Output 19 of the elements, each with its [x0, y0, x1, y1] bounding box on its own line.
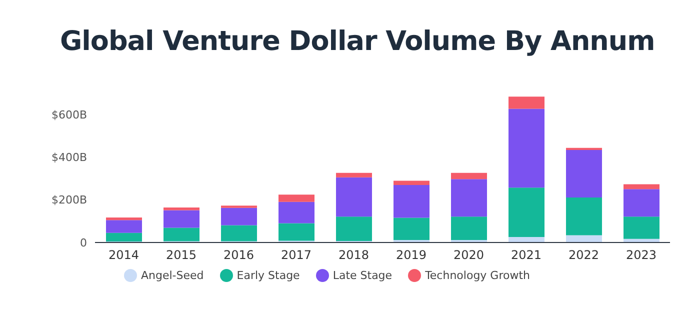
- x-tick-label: 2021: [510, 248, 542, 262]
- legend-label: Late Stage: [332, 268, 392, 282]
- legend-label: Early Stage: [236, 268, 300, 282]
- x-tick-label: 2022: [568, 248, 600, 262]
- x-tick-label: 2016: [223, 248, 254, 262]
- legend-label: Technology Growth: [425, 268, 530, 282]
- x-tick-label: 2023: [626, 248, 657, 262]
- x-tick-label: 2015: [166, 248, 197, 262]
- x-tick-label: 2019: [396, 248, 427, 262]
- x-tick-label: 2014: [108, 248, 140, 262]
- x-tick-label: 2017: [280, 248, 312, 262]
- y-tick-label: $600B: [51, 108, 87, 122]
- y-tick-label: $200B: [51, 194, 87, 207]
- x-tick-label: 2020: [453, 248, 484, 262]
- y-tick-label: 0: [80, 236, 87, 250]
- x-tick-label: 2018: [338, 248, 370, 262]
- legend-label: Angel-Seed: [140, 268, 204, 282]
- y-tick-label: $400B: [51, 150, 87, 164]
- chart-title: Global Venture Dollar Volume By Annum: [60, 26, 655, 57]
